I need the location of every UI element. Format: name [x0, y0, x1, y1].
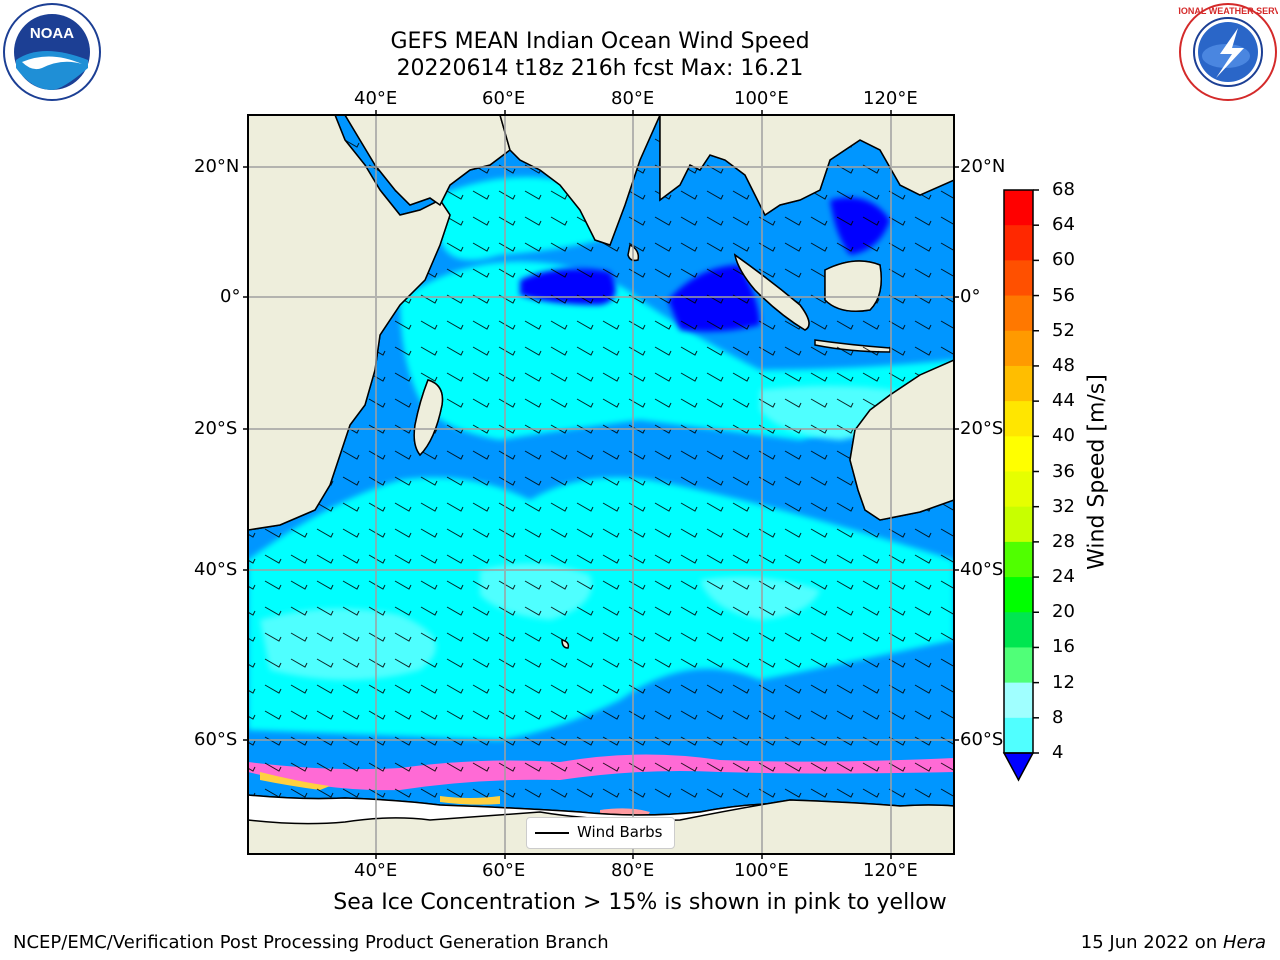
- lat-tick-right-0: 0°: [960, 286, 981, 307]
- colorbar-tick-label: 24: [1052, 566, 1075, 588]
- colorbar-segment: [1004, 190, 1033, 226]
- lat-tick-right-40s: 40°S: [960, 559, 1004, 580]
- noaa-logo: NOAA: [3, 3, 101, 101]
- map-gridlines: [248, 115, 954, 854]
- colorbar-segment: [1004, 471, 1033, 508]
- colorbar-tick-label: 20: [1052, 601, 1075, 623]
- colorbar-tick-label: 28: [1052, 530, 1075, 552]
- colorbar-segment: [1004, 717, 1033, 754]
- colorbar-segment: [1004, 577, 1033, 613]
- footer-date-text: 15 Jun 2022 on: [1080, 932, 1223, 953]
- colorbar-segment: [1004, 365, 1033, 402]
- colorbar-tick-label: 64: [1052, 214, 1075, 236]
- lat-tick-left-40s: 40°S: [194, 559, 238, 580]
- lat-tick-right-20s: 20°S: [960, 418, 1004, 439]
- colorbar-segment: [1004, 506, 1033, 543]
- colorbar: [1002, 189, 1039, 782]
- lat-tick-right-20n: 20°N: [960, 156, 1006, 177]
- lon-tick-bottom-80e: 80°E: [611, 860, 655, 881]
- lon-tick-top-60e: 60°E: [482, 88, 526, 109]
- colorbar-segment: [1004, 401, 1033, 437]
- colorbar-segment: [1004, 682, 1033, 719]
- colorbar-tick-label: 60: [1052, 249, 1075, 271]
- lat-tick-left-60s: 60°S: [194, 729, 238, 750]
- colorbar-tick-label: 16: [1052, 636, 1075, 658]
- colorbar-segment: [1004, 647, 1033, 684]
- lat-tick-right-60s: 60°S: [960, 729, 1004, 750]
- footer-credit: NCEP/EMC/Verification Post Processing Pr…: [13, 932, 609, 953]
- nws-logo: NATIONAL WEATHER SERVICE: [1178, 3, 1278, 101]
- colorbar-segment: [1004, 225, 1033, 261]
- lon-tick-bottom-60e: 60°E: [482, 860, 526, 881]
- svg-text:NATIONAL WEATHER SERVICE: NATIONAL WEATHER SERVICE: [1178, 6, 1278, 16]
- colorbar-segment: [1004, 436, 1033, 472]
- colorbar-tick-label: 40: [1052, 425, 1075, 447]
- lon-tick-bottom-120e: 120°E: [863, 860, 918, 881]
- colorbar-tick-label: 36: [1052, 460, 1075, 482]
- colorbar-segment: [1004, 260, 1033, 297]
- colorbar-label: Wind Speed [m/s]: [1084, 374, 1110, 570]
- lon-tick-bottom-100e: 100°E: [734, 860, 789, 881]
- sea-ice-note: Sea Ice Concentration > 15% is shown in …: [333, 890, 947, 915]
- colorbar-tick-label: 56: [1052, 284, 1075, 306]
- lon-tick-top-40e: 40°E: [354, 88, 398, 109]
- legend-line-icon: [535, 832, 569, 834]
- noaa-logo-text: NOAA: [30, 25, 74, 42]
- lon-tick-top-120e: 120°E: [863, 88, 918, 109]
- colorbar-segment: [1004, 612, 1033, 648]
- lat-tick-left-20n: 20°N: [194, 156, 240, 177]
- colorbar-tick-label: 68: [1052, 179, 1075, 200]
- lon-tick-bottom-40e: 40°E: [354, 860, 398, 881]
- colorbar-segment: [1004, 330, 1033, 367]
- lon-tick-top-80e: 80°E: [611, 88, 655, 109]
- colorbar-segment: [1004, 295, 1033, 332]
- footer-host: Hera: [1222, 932, 1266, 953]
- lat-tick-left-0: 0°: [220, 286, 241, 307]
- wind-barbs-legend: Wind Barbs: [526, 817, 675, 849]
- legend-label: Wind Barbs: [577, 823, 663, 841]
- colorbar-tick-label: 4: [1052, 742, 1064, 763]
- map-subtitle: 20220614 t18z 216h fcst Max: 16.21: [396, 56, 804, 81]
- colorbar-tick-label: 52: [1052, 319, 1075, 341]
- colorbar-tick-label: 12: [1052, 671, 1075, 693]
- colorbar-extend-triangle: [1002, 752, 1035, 782]
- colorbar-tick-label: 8: [1052, 706, 1064, 728]
- colorbar-tick-label: 44: [1052, 390, 1075, 412]
- lon-tick-top-100e: 100°E: [734, 88, 789, 109]
- lat-tick-left-20s: 20°S: [194, 418, 238, 439]
- map-frame: [247, 114, 955, 855]
- colorbar-segment: [1004, 541, 1033, 578]
- map-title: GEFS MEAN Indian Ocean Wind Speed: [390, 29, 810, 54]
- colorbar-tick-label: 48: [1052, 354, 1075, 376]
- colorbar-tick-label: 32: [1052, 495, 1075, 517]
- footer-date: 15 Jun 2022 on Hera: [1081, 932, 1266, 953]
